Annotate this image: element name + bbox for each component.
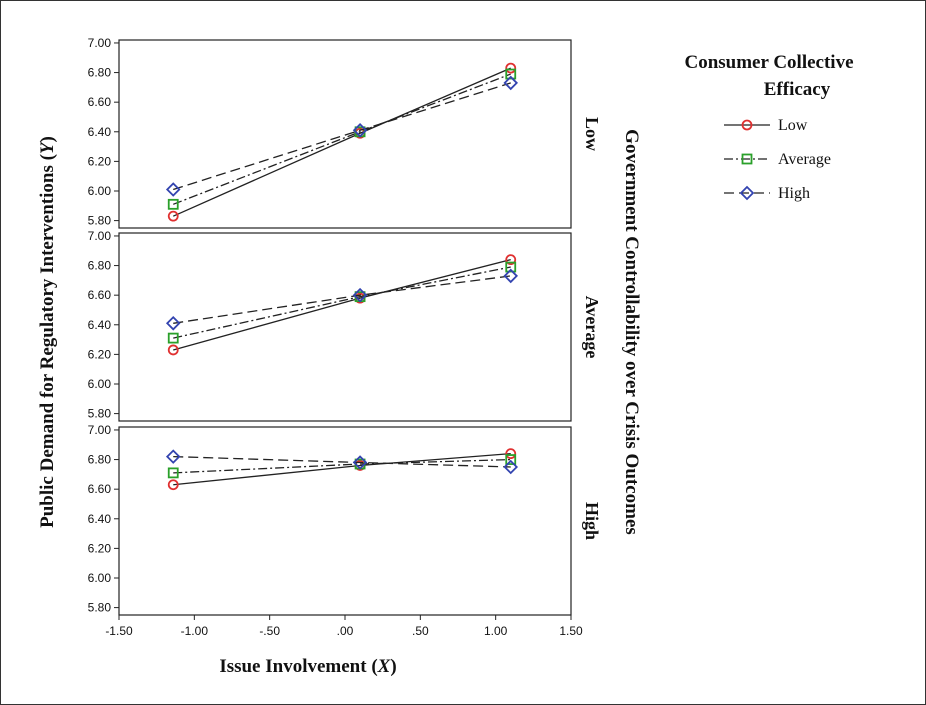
data-point-average [505,454,517,465]
y-tick-label: 7.00 [88,36,112,50]
legend-item-average: Average [724,151,831,168]
y-tick-label: 7.00 [88,423,112,437]
y-axis-title-var: Y [37,140,58,154]
series-line-low [172,67,511,217]
legend-item-high: High [724,185,810,202]
y-tick-label: 5.80 [88,407,112,421]
chart-panels: 5.80 6.00 6.20 6.40 6.60 6.80 7.00 Low 5.80 6.00 6… [88,36,602,616]
x-tick-label: -1.00 [181,624,209,638]
panel-low: 5.80 6.00 6.20 6.40 6.60 6.80 7.00 Low [88,36,602,229]
y-tick-label: 6.80 [88,453,112,467]
series-line-low [173,452,511,486]
data-point-high [165,316,181,331]
y-tick-label: 6.40 [88,512,112,526]
y-tick-label: 6.00 [88,571,112,585]
data-point-low [505,62,517,74]
data-point-high [503,268,519,284]
legend-title-line2: Efficacy [764,79,831,100]
x-axis-title-main: Issue Involvement ( [219,656,377,677]
x-tick-label: 1.00 [484,624,508,638]
data-point-high [165,449,181,464]
y-tick-label: 6.60 [88,482,112,496]
facet-axis-title: Government Controllability over Crisis O… [621,129,642,535]
legend-items: Low Average High [724,117,831,202]
legend-title-line1: Consumer Collective [684,52,853,73]
panel-label: High [582,502,602,540]
x-axis-title: Issue Involvement (X) [219,656,396,677]
series-line-average [173,266,511,339]
data-point-average [505,68,517,80]
data-point-average [505,261,517,273]
data-point-high [503,75,519,91]
legend: Consumer Collective Efficacy Low Average H… [684,52,853,202]
y-tick-label: 6.40 [88,318,112,332]
y-tick-label: 6.80 [88,66,112,80]
x-axis-title-var: X [377,656,392,677]
panel-label: Average [582,296,602,359]
x-tick-label: .50 [412,624,429,638]
y-axis-title: Public Demand for Regulatory Interventio… [37,136,58,528]
x-axis: -1.50 -1.00 -.50 .00 .50 1.00 1.50 [105,615,583,638]
data-point-low [167,479,179,491]
x-tick-label: -.50 [259,624,280,638]
y-tick-label: 5.80 [88,601,112,615]
y-tick-label: 6.40 [88,125,112,139]
y-tick-label: 6.60 [88,288,112,302]
data-point-high [352,123,368,138]
data-point-low [167,344,179,356]
data-point-high [165,182,181,197]
series-line-high [173,275,511,324]
panel-frame [118,39,572,229]
x-tick-label: 1.50 [559,624,583,638]
data-point-high [352,455,368,470]
y-tick-label: 6.80 [88,259,112,273]
x-tick-label: -1.50 [105,624,133,638]
y-tick-label: 7.00 [88,229,112,243]
series-line-average [173,458,511,474]
data-point-average [167,198,179,210]
series-line-high [173,82,511,191]
y-axis-title-close: ) [37,136,58,142]
y-axis-title-main: Public Demand for Regulatory Interventio… [37,154,58,528]
legend-marker [741,153,753,165]
panel-high: 5.80 6.00 6.20 6.40 6.60 6.80 7.00 High [88,423,602,616]
legend-label: Average [778,151,831,168]
data-point-average [167,332,179,344]
legend-label: High [778,185,810,202]
legend-item-low: Low [724,117,808,134]
y-tick-label: 6.20 [88,541,112,555]
y-tick-label: 6.20 [88,154,112,168]
legend-marker [739,185,755,201]
series-line-average [173,73,511,205]
series-line-high [173,455,511,468]
x-tick-label: .00 [337,624,354,638]
y-tick-label: 6.00 [88,184,112,198]
data-point-high [503,459,519,475]
panel-average: 5.80 6.00 6.20 6.40 6.60 6.80 7.00 Average [88,229,602,422]
panel-label: Low [582,117,602,151]
y-tick-label: 5.80 [88,214,112,228]
y-tick-label: 6.20 [88,347,112,361]
data-point-low [505,254,517,266]
data-point-low [167,210,179,222]
panel-frame [118,426,572,616]
legend-marker [741,119,753,131]
series-line-low [173,259,511,351]
data-point-high [352,287,368,303]
y-tick-label: 6.00 [88,377,112,391]
data-point-low [505,448,517,460]
panel-frame [118,232,572,422]
x-axis-title-close: ) [390,656,396,677]
data-point-average [167,467,179,479]
legend-label: Low [778,117,808,134]
y-tick-label: 6.60 [88,95,112,109]
